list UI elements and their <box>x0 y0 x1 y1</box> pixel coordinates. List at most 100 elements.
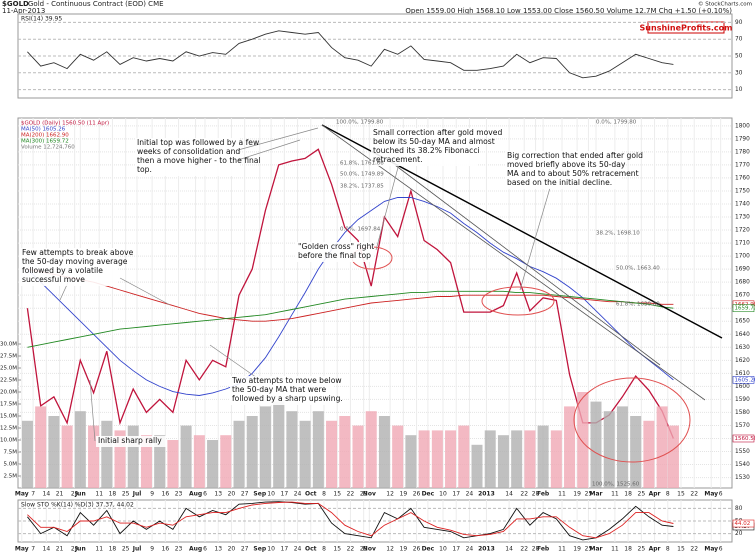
volume-bar <box>471 444 483 488</box>
x-tick-label: 22 <box>347 546 355 553</box>
fib-label: 38.2%, 1698.10 <box>596 231 640 237</box>
y-tick-label: 1790 <box>735 136 750 142</box>
y-tick-label: 1700 <box>735 254 750 260</box>
date: 11-Apr-2013 <box>2 7 45 15</box>
symbol: $GOLD <box>2 0 29 8</box>
x-tick-label: 19 <box>573 491 581 498</box>
volume-bar <box>643 420 655 488</box>
volume-bar <box>259 406 271 488</box>
volume-bar <box>88 425 100 488</box>
connector <box>375 159 401 251</box>
x-tick-label: 13 <box>214 546 222 553</box>
volume-bar <box>352 425 364 488</box>
volume-bar <box>101 420 113 488</box>
end-label-box <box>732 434 755 443</box>
x-tick-label: 6 <box>719 546 723 553</box>
x-tick-label: Jun <box>74 491 86 498</box>
annotation-box <box>371 128 477 166</box>
annotation-text: Small correction after gold moved <box>373 128 502 137</box>
volume-bar <box>630 416 642 488</box>
x-tick-label: 26 <box>413 491 421 498</box>
volume-bar <box>484 430 496 488</box>
annotation-text: MA and to about 50% retracement <box>507 169 639 178</box>
x-tick-label: 11 <box>611 491 619 498</box>
annotation-text: retracement. <box>373 155 423 164</box>
y-tick-label: 1710 <box>735 241 750 247</box>
x-tick-label: Mar <box>590 491 603 498</box>
annotation-text: top. <box>137 165 152 174</box>
volume-bar <box>140 435 152 488</box>
x-tick-label: 22 <box>690 491 698 498</box>
x-tick-label: 10 <box>439 491 447 498</box>
x-tick-label: Oct <box>305 491 317 498</box>
series-line <box>27 501 674 539</box>
volume-bar <box>286 411 298 488</box>
x-tick-label: 20 <box>228 491 236 498</box>
x-tick-label: 23 <box>175 491 183 498</box>
y-tick-label: 10.0M <box>0 438 17 444</box>
y-tick-label: 1610 <box>735 371 750 377</box>
x-tick-label: 8 <box>666 491 670 498</box>
x-tick-label: 11 <box>558 491 566 498</box>
x-tick-label: Feb <box>537 491 550 498</box>
y-tick-label: 20.0M <box>0 390 17 396</box>
y-tick-label: 17.5M <box>0 402 17 408</box>
x-tick-label: 9 <box>150 546 154 553</box>
x-tick-label: 28 <box>532 546 540 553</box>
y-tick-label: 22.5M <box>0 378 17 384</box>
x-tick-label: 19 <box>400 546 408 553</box>
volume-bar <box>616 406 628 488</box>
volume-bar <box>365 411 377 488</box>
x-tick-label: 15 <box>333 546 341 553</box>
volume-bar <box>378 416 390 488</box>
volume-bar <box>207 440 219 488</box>
x-tick-label: 11 <box>95 491 103 498</box>
volume-bar <box>339 416 351 488</box>
end-label: 1605.26 <box>735 377 755 383</box>
annotation-text: the 50-day MA that were <box>232 385 326 394</box>
x-tick-label: 22 <box>520 546 528 553</box>
volume-bar <box>445 430 457 488</box>
instrument-name: Gold - Continuous Contract (EOD) CME <box>28 0 164 8</box>
x-tick-label: 18 <box>624 491 632 498</box>
x-tick-label: 7 <box>31 491 35 498</box>
x-tick-label: 15 <box>677 491 685 498</box>
x-tick-label: Dec <box>422 546 435 553</box>
x-tick-label: 16 <box>162 546 170 553</box>
x-tick-label: 9 <box>150 491 154 498</box>
trend-line <box>321 124 706 401</box>
volume-bar <box>577 392 589 488</box>
fib-label: 50.0%, 1749.89 <box>340 172 384 178</box>
x-tick-label: 8 <box>322 491 326 498</box>
x-tick-label: 14 <box>505 546 513 553</box>
y-tick-label: 15.0M <box>0 414 17 420</box>
y-tick-label: 25.0M <box>0 366 17 372</box>
connector <box>209 344 261 381</box>
y-tick-label: 1570 <box>735 423 750 429</box>
fib-label: 61.8%, 1630.80 <box>616 302 660 308</box>
x-tick-label: 25 <box>585 546 593 553</box>
volume-bar <box>312 411 324 488</box>
x-tick-label: 24 <box>466 546 474 553</box>
volume-bar <box>497 435 509 488</box>
x-tick-label: 25 <box>585 491 593 498</box>
x-tick-label: 25 <box>122 546 130 553</box>
fib-label: 100.0%, 1799.80 <box>336 120 384 126</box>
y-tick-label: 1800 <box>735 123 750 129</box>
volume-bar <box>167 440 179 488</box>
y-tick-label: 1550 <box>735 449 750 455</box>
annotation-text: Big correction that ended after gold <box>507 151 643 160</box>
quote: Open 1559.00 High 1568.10 Low 1553.00 Cl… <box>405 7 732 15</box>
y-tick-label: 1750 <box>735 188 750 194</box>
x-tick-label: Dec <box>422 491 435 498</box>
end-label: 1560.50 <box>735 436 755 442</box>
fib-label: 50.0%, 1663.40 <box>616 266 660 272</box>
x-tick-label: 17 <box>452 546 460 553</box>
x-tick-label: May <box>15 546 29 553</box>
volume-bar <box>656 406 668 488</box>
legend-entry: MA(300) 1659.72 <box>21 139 69 145</box>
x-tick-label: 24 <box>294 491 302 498</box>
legend-entry: MA(50) 1605.26 <box>21 127 66 133</box>
connector <box>237 139 301 161</box>
